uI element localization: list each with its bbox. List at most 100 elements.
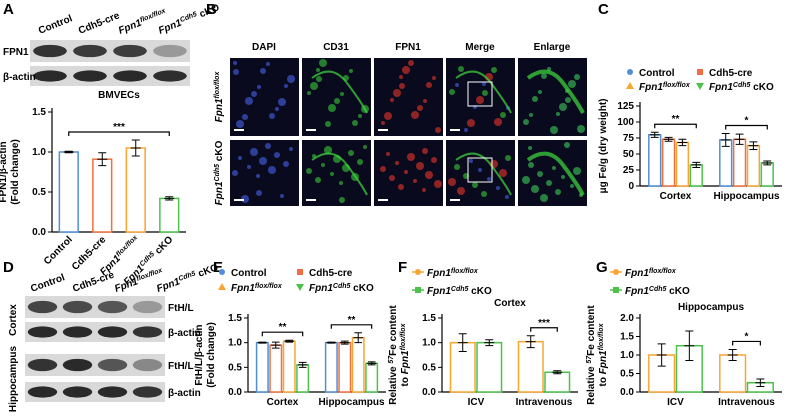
cell-signal [529,113,533,117]
cell-signal [537,171,543,177]
cell-signal [532,96,538,102]
cell-signal [287,75,295,83]
column-label: FPN1 [395,42,421,53]
chart-title: Cortex [494,298,526,309]
legend-label: Fpn1Cdh5 cKO [709,82,774,94]
cell-signal [315,177,321,183]
cell-signal [275,107,279,111]
cell-signal [454,164,460,170]
text-part: cKO [194,262,220,280]
y-axis-label: to Fpn1flox/flox [598,322,610,386]
blot-band [62,300,93,314]
text-part: Fpn1 [309,283,333,294]
cell-signal [404,170,408,174]
significance-bracket [68,131,170,136]
cell-signal [422,148,428,154]
cell-signal [316,68,320,72]
cell-signal [559,103,567,111]
text-part: cKO [468,286,492,297]
cell-signal [268,166,276,174]
cell-signal [467,119,475,127]
bar [648,134,662,187]
blot-band [113,44,147,58]
cell-signal [389,175,395,181]
blot-band [132,300,163,314]
text-part: cKO [214,140,225,164]
text-part: 57 [388,355,395,364]
cell-signal [328,104,336,112]
cell-signal [531,185,539,193]
blot-band [153,70,187,82]
cell-signal [434,180,442,188]
cell-signal [245,97,253,105]
row-label: Fpn1flox/flox [214,71,226,123]
cell-signal [256,190,262,196]
y-tick-label: 0.5 [32,187,46,198]
cell-signal [457,187,465,195]
cell-signal [265,143,271,149]
y-tick-label: 0.0 [228,387,242,398]
x-tick-label: Intravenous [516,397,573,408]
cell-signal [416,162,424,170]
micrograph [518,58,587,136]
cell-signal [482,82,486,86]
y-axis-label: FtH/L/β-actin [194,324,205,385]
row-label: FPN1 [3,47,29,58]
significance-label: ** [348,315,356,326]
y-tick-label: 0.5 [422,362,436,373]
text-part: Relative [586,364,597,405]
column-label: Enlarge [534,42,571,53]
cell-signal [266,62,270,66]
text-part: Fpn1 [598,350,609,374]
text-part: flox/flox [115,233,140,258]
cell-signal [568,80,576,88]
cell-signal [472,182,478,188]
cell-signal [573,167,581,175]
cell-signal [256,174,260,178]
vessel-signal [311,152,368,196]
blot-band [132,358,163,372]
cell-signal [284,84,288,88]
cell-signal [540,194,548,202]
cell-signal [289,147,293,151]
bar [159,197,180,233]
chart-title: BMVECs [98,90,140,101]
y-tick-label: 1.0 [228,338,242,349]
legend-label: Fpn1flox/flox [639,82,691,94]
significance-label: * [745,331,749,342]
cell-signal [423,99,427,103]
cell-signal [280,194,284,198]
significance-label: *** [538,318,550,329]
text-part: flox/flox [663,82,691,89]
cell-signal [306,168,312,174]
cell-signal [564,142,570,148]
cell-signal [232,170,238,176]
cell-signal [494,118,502,126]
legend-label: Control [639,68,675,79]
bar [517,340,544,393]
y-tick-label: 1.5 [228,313,242,324]
cell-signal [550,126,558,134]
cell-signal [380,166,386,172]
cell-signal [319,59,327,67]
cell-signal [399,75,403,79]
row-label: Fpn1Cdh5 cKO [214,140,226,205]
text-part: cKO [666,286,690,297]
y-tick-label: 100 [617,117,634,128]
cell-signal [408,60,414,66]
legend-label: Fpn1flox/flox [625,268,677,280]
cell-signal [577,125,585,133]
text-part: Fpn1 [639,82,663,93]
column-label: DAPI [252,42,276,53]
text-part: cKO [750,82,774,93]
cell-signal [381,121,385,125]
bar [544,371,571,393]
cell-signal [358,114,362,118]
cell-signal [499,169,507,177]
cell-signal [307,91,311,95]
cell-signal [435,127,441,133]
cell-signal [565,97,571,103]
blot-background [25,296,165,318]
cell-signal [339,181,343,185]
cell-signal [278,98,286,106]
